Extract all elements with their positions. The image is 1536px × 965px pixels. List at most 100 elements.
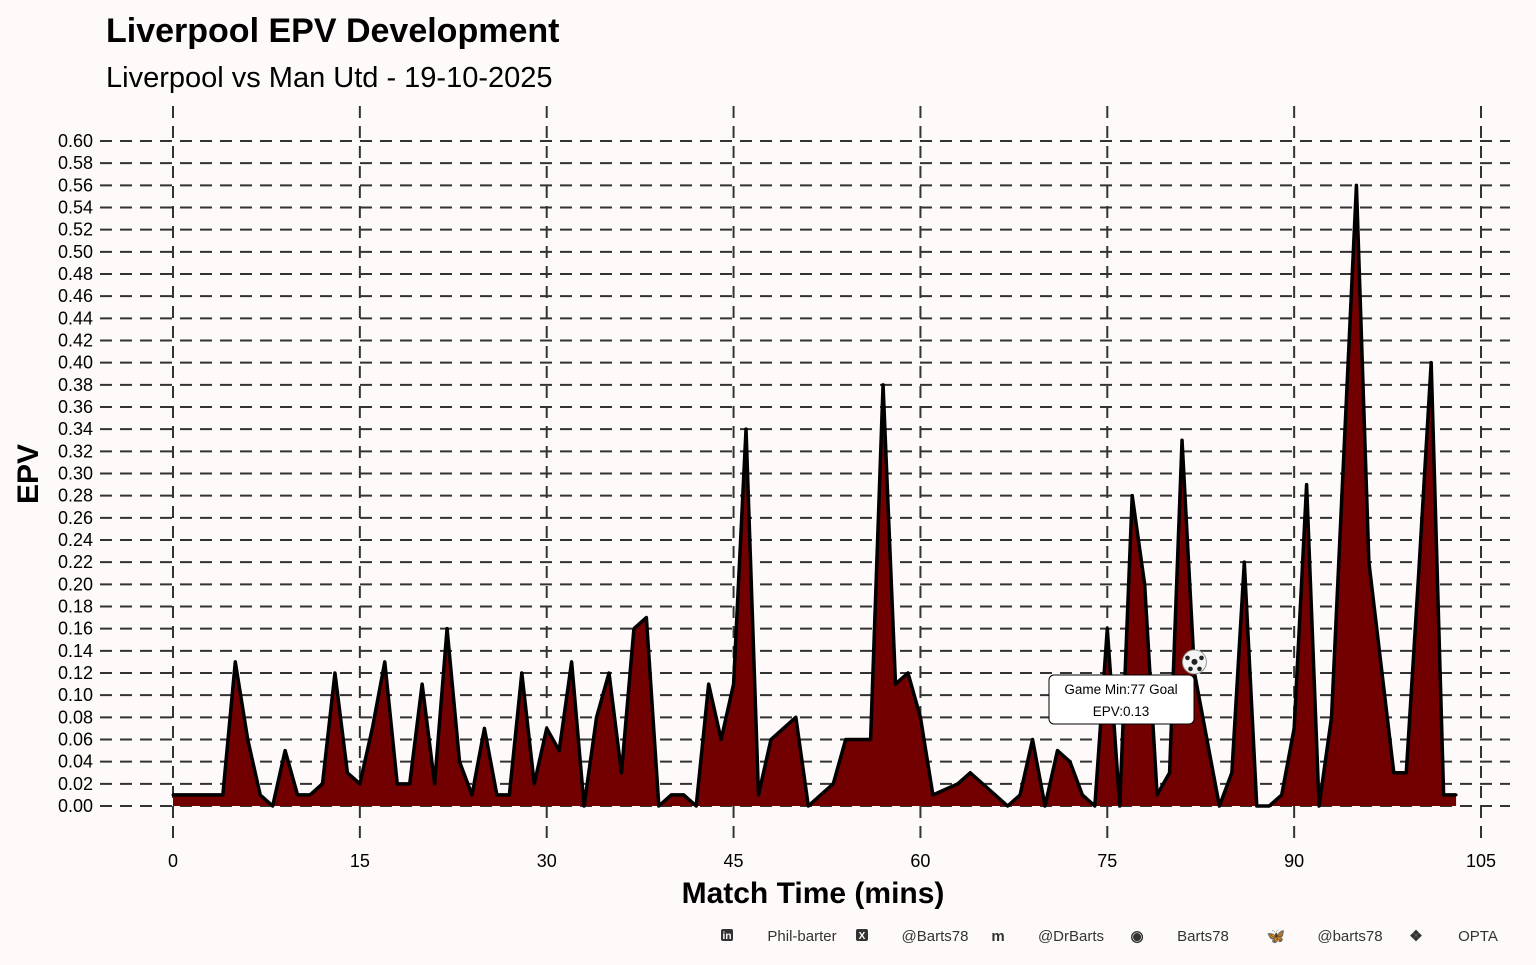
chart-title: Liverpool EPV Development [106, 12, 559, 50]
y-tick-label: 0.06 [58, 730, 93, 750]
data-point [582, 804, 586, 808]
data-point [308, 793, 312, 797]
data-point [1118, 804, 1122, 808]
data-point [1168, 771, 1172, 775]
data-point [246, 738, 250, 741]
data-point [1367, 560, 1371, 564]
data-point [408, 782, 412, 786]
y-tick-label: 0.08 [58, 707, 93, 727]
y-tick-label: 0.52 [58, 220, 93, 240]
x-tick-label: 60 [910, 851, 930, 871]
footer-credits: in Phil-barter X @Barts78 m @DrBarts ◉ Barts78 🦋… [721, 928, 1498, 945]
y-tick-label: 0.46 [58, 286, 93, 306]
x-tick-label: 30 [537, 851, 557, 871]
x-axis-label: Match Time (mins) [682, 877, 945, 910]
data-point [233, 660, 237, 664]
x-twitter-icon-glyph: X [859, 931, 866, 942]
x-tick-label: 75 [1097, 851, 1117, 871]
footer-item: 🦋 @barts78 [1267, 928, 1383, 945]
data-point [844, 738, 848, 741]
y-axis-label: EPV [12, 444, 45, 504]
data-point [1205, 738, 1209, 741]
y-tick-label: 0.26 [58, 508, 93, 528]
bluesky-icon: 🦋 [1267, 928, 1286, 945]
linkedin-icon [721, 929, 733, 941]
data-point [1055, 749, 1059, 753]
data-point [756, 793, 760, 797]
y-tick-label: 0.60 [58, 131, 93, 151]
data-point [707, 682, 711, 686]
y-tick-label: 0.20 [58, 574, 93, 594]
data-point [794, 715, 798, 719]
footer-label: @Barts78 [902, 928, 969, 945]
data-point [495, 793, 499, 797]
footer-label: @barts78 [1317, 928, 1382, 945]
epv-line [173, 183, 1457, 808]
x-tick-label: 15 [350, 851, 370, 871]
data-point [1354, 183, 1358, 187]
y-tick-label: 0.30 [58, 464, 93, 484]
data-point [744, 427, 748, 431]
data-point [271, 804, 275, 808]
data-point [221, 793, 225, 797]
data-point [1442, 793, 1446, 797]
data-point [1006, 804, 1010, 808]
data-point [1417, 571, 1421, 575]
y-tick-label: 0.18 [58, 597, 93, 617]
data-point [1292, 726, 1296, 730]
github-icon: ◉ [1130, 928, 1143, 945]
data-point [1404, 771, 1408, 775]
epv-series [171, 183, 1458, 808]
data-point [1043, 804, 1047, 808]
data-point [1392, 771, 1396, 775]
data-point [1031, 738, 1035, 741]
y-tick-label: 0.00 [58, 796, 93, 816]
data-point [258, 793, 262, 797]
data-point [1105, 627, 1109, 631]
y-tick-label: 0.44 [58, 308, 93, 328]
mastodon-icon: m [991, 928, 1004, 945]
data-point [595, 715, 599, 719]
x-twitter-icon [856, 929, 868, 941]
data-point [956, 782, 960, 786]
x-tick-label: 90 [1284, 851, 1304, 871]
x-tick-label: 105 [1466, 851, 1496, 871]
footer-label: OPTA [1458, 928, 1498, 945]
data-point [532, 782, 536, 786]
data-point [719, 738, 723, 741]
data-point [1180, 438, 1184, 442]
y-tick-label: 0.58 [58, 153, 93, 173]
data-point [619, 771, 623, 775]
y-tick-label: 0.34 [58, 419, 93, 439]
data-point [420, 682, 424, 686]
data-point [1068, 760, 1072, 764]
data-point [1454, 793, 1458, 797]
data-point [445, 627, 449, 631]
data-point [1255, 804, 1259, 808]
y-tick-label: 0.48 [58, 264, 93, 284]
data-point [395, 782, 399, 786]
x-tick-label: 45 [724, 851, 744, 871]
data-point [669, 793, 673, 797]
data-point [283, 749, 287, 753]
y-tick-label: 0.50 [58, 242, 93, 262]
data-point [1242, 560, 1246, 564]
data-point [968, 771, 972, 775]
data-point [881, 383, 885, 387]
data-point [1305, 483, 1309, 487]
y-tick-label: 0.42 [58, 331, 93, 351]
y-tick-label: 0.40 [58, 353, 93, 373]
data-point [694, 804, 698, 808]
data-point [1080, 793, 1084, 797]
data-point [769, 738, 773, 741]
data-point [1130, 494, 1134, 498]
data-point [458, 760, 462, 764]
y-tick-label: 0.02 [58, 774, 93, 794]
data-point [507, 793, 511, 797]
data-point [1217, 804, 1221, 808]
footer-item: ❖ OPTA [1409, 928, 1498, 945]
epv-area [173, 185, 1457, 807]
gridlines [100, 106, 1510, 845]
data-point [370, 726, 374, 730]
annotation-box [1048, 674, 1195, 725]
